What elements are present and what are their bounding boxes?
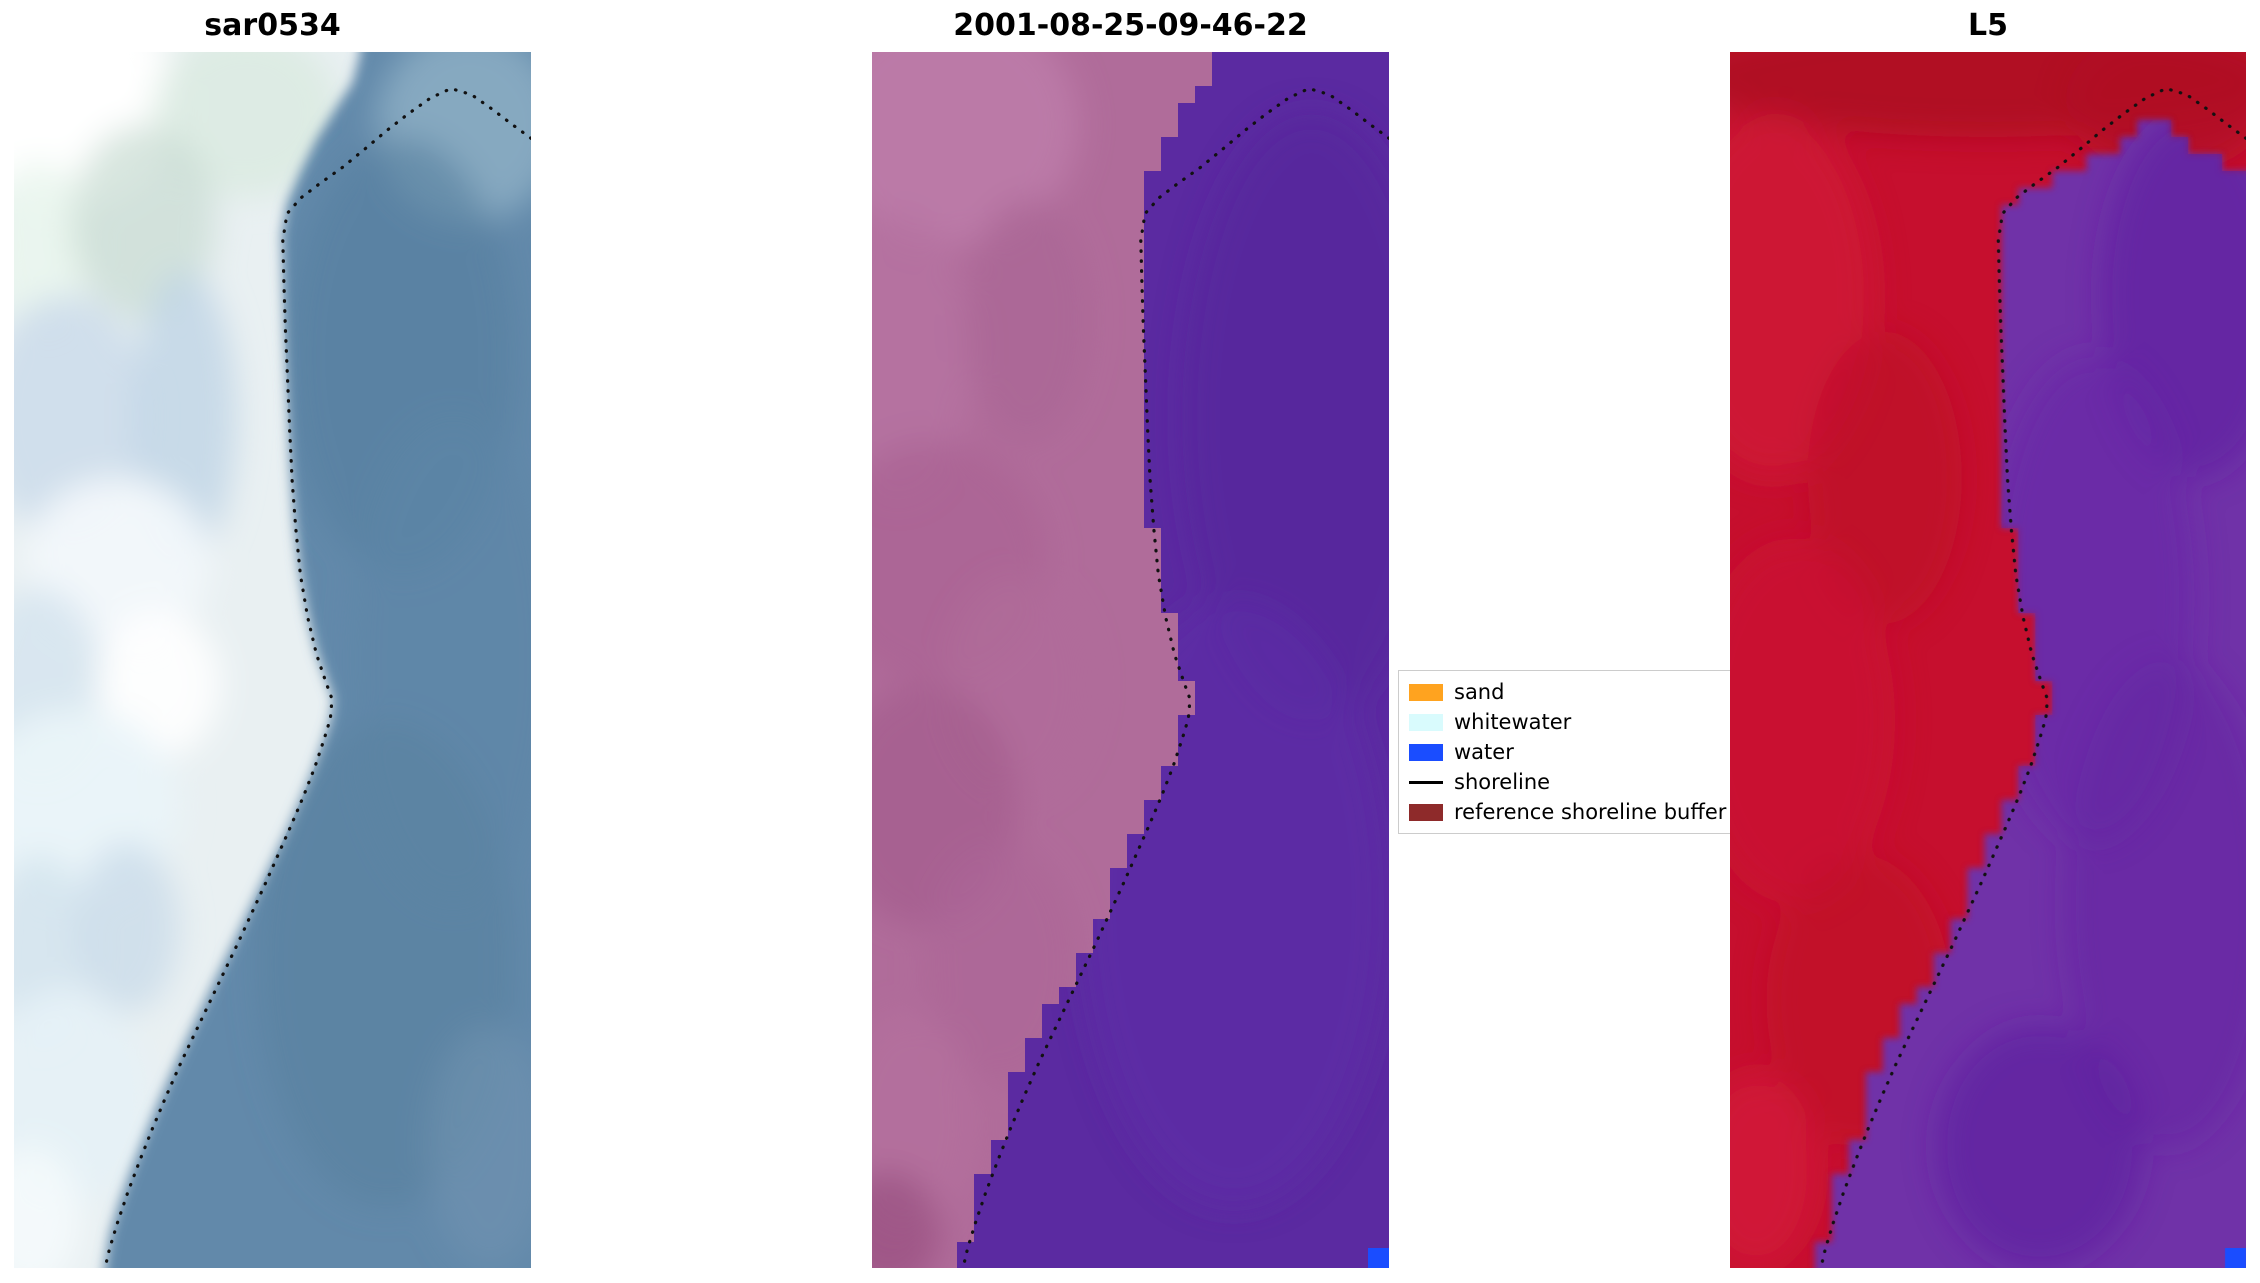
legend-swatch-shoreline xyxy=(1409,780,1443,784)
legend-label-water: water xyxy=(1454,740,1514,764)
legend-swatch-reference-buffer xyxy=(1409,803,1443,821)
panel-title-sar: sar0534 xyxy=(204,8,341,43)
l5-image-panel xyxy=(1730,52,2246,1268)
panel-title-date: 2001-08-25-09-46-22 xyxy=(953,8,1308,43)
legend-label-reference-buffer: reference shoreline buffer xyxy=(1454,800,1727,824)
legend-item-shoreline: shoreline xyxy=(1409,767,1745,797)
legend-label-sand: sand xyxy=(1454,680,1505,704)
legend-swatch-water xyxy=(1409,743,1443,761)
legend-swatch-sand xyxy=(1409,683,1443,701)
legend-item-reference-buffer: reference shoreline buffer xyxy=(1409,797,1745,827)
legend-item-whitewater: whitewater xyxy=(1409,707,1745,737)
classified-image-panel xyxy=(872,52,1389,1268)
legend-label-whitewater: whitewater xyxy=(1454,710,1572,734)
sar-image-panel xyxy=(14,52,531,1268)
legend-item-water: water xyxy=(1409,737,1745,767)
panel-title-l5: L5 xyxy=(1968,8,2008,43)
legend-label-shoreline: shoreline xyxy=(1454,770,1551,794)
legend-swatch-whitewater xyxy=(1409,713,1443,731)
legend: sand whitewater water shoreline referenc… xyxy=(1398,670,1756,834)
legend-item-sand: sand xyxy=(1409,677,1745,707)
